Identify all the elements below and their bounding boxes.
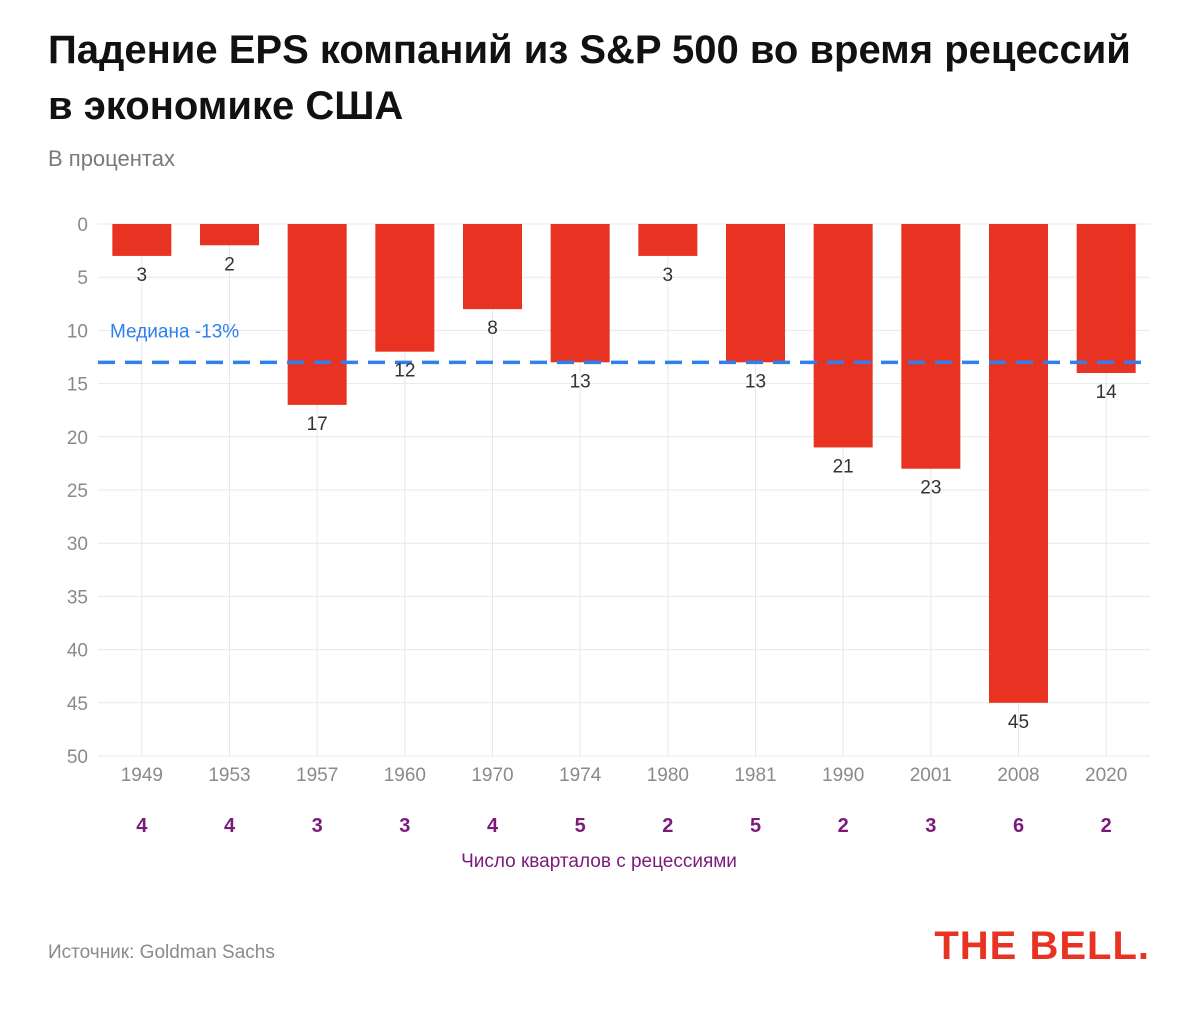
bar-2008 [989,224,1048,703]
bar-1990 [813,224,873,448]
value-label: 13 [745,371,766,392]
x-tick-label: 1990 [822,765,864,786]
quarters-count: 5 [750,815,761,837]
value-label: 23 [920,478,941,499]
y-tick-label: 50 [67,747,88,768]
x-tick-label: 1980 [647,765,689,786]
bar-1974 [550,224,610,363]
bar-2020 [1076,224,1136,373]
x-tick-label: 2020 [1085,765,1127,786]
x-tick-label: 1953 [208,765,250,786]
x-tick-label: 1960 [384,765,426,786]
y-tick-label: 15 [67,375,88,396]
x-tick-label: 1970 [471,765,513,786]
quarters-count: 4 [224,815,236,837]
value-label: 2 [224,254,235,275]
quarters-count: 2 [1101,815,1112,837]
median-label: Медиана -13% [110,321,239,342]
quarters-count: 5 [575,815,586,837]
y-tick-label: 35 [67,587,88,608]
quarters-count: 3 [925,815,936,837]
bar-1981 [726,224,785,363]
value-label: 8 [487,318,498,339]
y-tick-label: 45 [67,694,88,715]
quarters-count: 2 [662,815,673,837]
quarters-count: 4 [136,815,148,837]
value-label: 12 [394,361,415,382]
y-tick-label: 10 [67,321,88,342]
bar-1953 [200,224,259,246]
bar-1957 [287,224,347,405]
y-tick-label: 30 [67,534,88,555]
y-tick-label: 20 [67,428,88,449]
the-bell-logo: THE BELL. [934,924,1150,968]
value-label: 21 [833,456,854,477]
x-tick-label: 1957 [296,765,338,786]
bar-2001 [901,224,961,469]
source-note: Источник: Goldman Sachs [48,942,275,963]
quarters-count: 3 [312,815,323,837]
bar-1960 [375,224,435,352]
x-tick-label: 2001 [910,765,952,786]
value-label: 14 [1096,382,1118,403]
x-tick-label: 1981 [734,765,776,786]
value-label: 13 [570,371,591,392]
chart-title: Падение EPS компаний из S&P 500 во время… [48,28,1131,128]
x-tick-label: 1974 [559,765,602,786]
chart-subtitle: В процентах [48,146,175,171]
quarters-caption: Число кварталов с рецессиями [461,851,737,872]
y-tick-label: 40 [67,641,88,662]
x-tick-label: 2008 [997,765,1039,786]
value-label: 45 [1008,712,1029,733]
bar-1949 [112,224,172,256]
bar-1970 [463,224,522,310]
bar-1980 [638,224,698,256]
quarters-count: 2 [838,815,849,837]
y-tick-label: 25 [67,481,88,502]
y-tick-label: 5 [77,268,88,289]
quarters-count: 4 [487,815,499,837]
value-label: 3 [137,265,148,286]
quarters-count: 6 [1013,815,1024,837]
quarters-count: 3 [399,815,410,837]
value-label: 17 [307,414,328,435]
value-label: 3 [663,265,674,286]
y-tick-label: 0 [77,215,88,236]
x-tick-label: 1949 [121,765,163,786]
